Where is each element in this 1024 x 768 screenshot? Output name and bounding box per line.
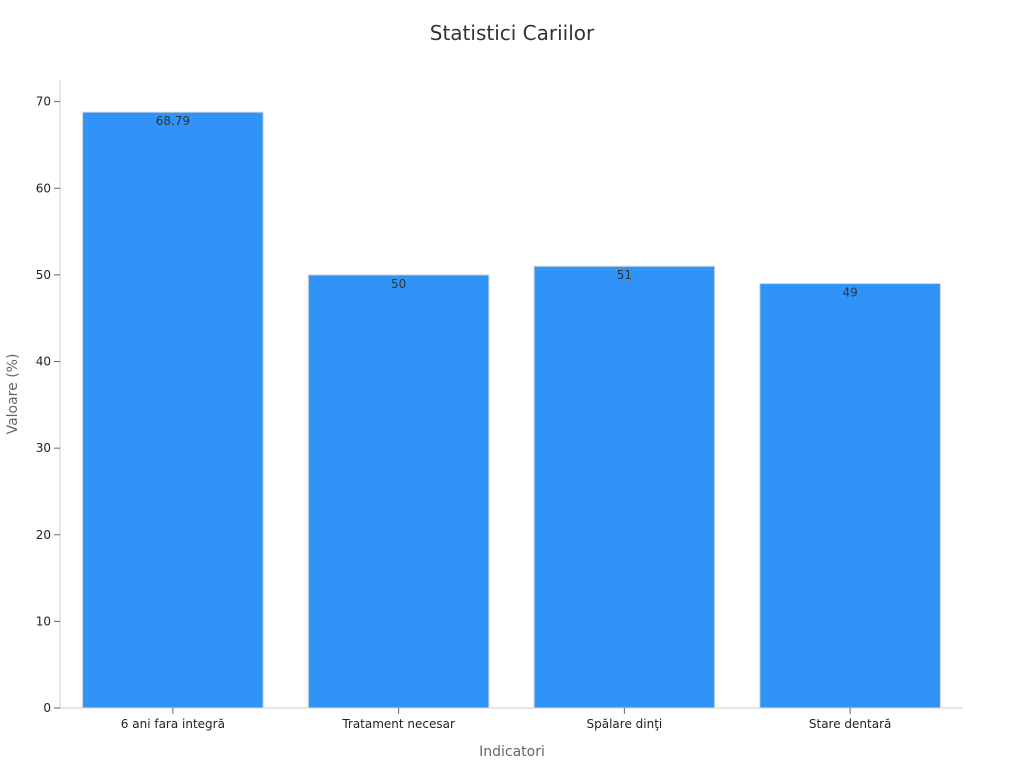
bar-value-label: 50 — [391, 277, 406, 291]
bar — [533, 265, 716, 709]
chart-title: Statistici Cariilor — [430, 21, 595, 45]
y-tick-label: 30 — [36, 441, 51, 455]
bar-value-label: 68.79 — [156, 114, 190, 128]
plot-area: 0 10 20 30 40 50 60 70 68.79 6 ani fara integră 50… — [36, 80, 963, 731]
y-tick-label: 20 — [36, 528, 51, 542]
bar-value-label: 51 — [617, 268, 632, 282]
x-tick-label: Spălare dinţi — [587, 717, 663, 731]
y-tick-label: 60 — [36, 181, 51, 195]
y-tick-label: 40 — [36, 355, 51, 369]
bar — [82, 111, 264, 709]
y-tick-label: 10 — [36, 614, 51, 628]
x-tick-label: Stare dentară — [809, 717, 892, 731]
y-axis-title: Valoare (%) — [5, 354, 21, 435]
y-tick-label: 70 — [36, 95, 51, 109]
bar-value-label: 49 — [842, 286, 857, 300]
y-tick-label: 0 — [43, 701, 51, 715]
y-tick-label: 50 — [36, 268, 51, 282]
x-tick-label: Tratament necesar — [341, 717, 455, 731]
bar — [307, 274, 490, 709]
x-tick-label: 6 ani fara integră — [121, 717, 225, 731]
bar — [759, 283, 941, 709]
x-axis-title: Indicatori — [479, 744, 545, 760]
